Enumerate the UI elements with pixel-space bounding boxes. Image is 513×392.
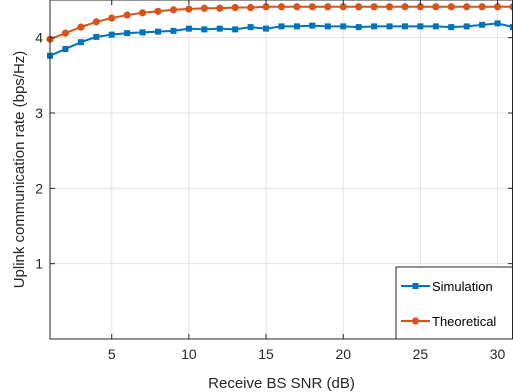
legend: Simulation Theoretical <box>395 266 513 340</box>
data-point-simulation <box>263 25 270 32</box>
data-point-theoretical <box>277 3 286 11</box>
x-tick-label: 30 <box>490 346 506 362</box>
data-point-simulation <box>139 29 146 36</box>
data-point-theoretical <box>139 9 147 17</box>
data-point-theoretical <box>355 3 363 11</box>
data-point-theoretical <box>370 3 378 11</box>
data-point-simulation <box>309 22 316 29</box>
data-point-simulation <box>216 25 223 32</box>
legend-entry-theoretical: Theoretical <box>401 314 496 329</box>
data-point-theoretical <box>123 11 131 19</box>
data-point-theoretical <box>401 3 409 11</box>
data-point-theoretical <box>493 3 502 11</box>
data-point-simulation <box>510 24 513 31</box>
data-point-simulation <box>432 23 439 30</box>
data-point-theoretical <box>216 4 224 12</box>
y-tick-label: 1 <box>35 256 43 272</box>
legend-label: Simulation <box>432 279 493 294</box>
data-point-simulation <box>494 20 501 27</box>
data-point-simulation <box>417 23 424 30</box>
data-point-simulation <box>62 45 69 52</box>
data-point-simulation <box>108 31 115 38</box>
data-point-theoretical <box>61 29 70 37</box>
x-tick-label: 20 <box>335 346 351 362</box>
y-tick-label: 4 <box>35 30 43 46</box>
data-point-simulation <box>155 28 162 35</box>
y-axis-title: Uplink communication rate (bps/Hz) <box>11 51 28 289</box>
data-point-simulation <box>247 24 254 31</box>
data-point-theoretical <box>262 3 270 11</box>
data-point-simulation <box>185 25 192 32</box>
data-point-theoretical <box>77 23 85 31</box>
data-point-theoretical <box>231 3 239 12</box>
x-tick-label: 15 <box>258 346 274 362</box>
data-point-theoretical <box>463 3 471 11</box>
data-point-theoretical <box>185 5 193 13</box>
data-point-simulation <box>448 24 455 31</box>
data-point-theoretical <box>339 3 347 11</box>
data-point-theoretical <box>478 3 486 11</box>
data-point-theoretical <box>308 3 316 11</box>
data-point-simulation <box>293 23 300 30</box>
data-point-theoretical <box>432 3 440 11</box>
x-axis-title: Receive BS SNR (dB) <box>208 375 355 392</box>
data-point-theoretical <box>324 3 332 11</box>
x-tick-label: 25 <box>413 346 429 362</box>
data-point-theoretical <box>169 6 178 14</box>
legend-label: Theoretical <box>432 314 496 329</box>
data-point-theoretical <box>447 3 455 11</box>
data-point-simulation <box>371 23 378 30</box>
data-point-simulation <box>201 26 208 33</box>
data-point-simulation <box>355 24 362 31</box>
legend-entries: Simulation Theoretical <box>401 279 496 329</box>
data-point-simulation <box>124 30 131 37</box>
data-point-simulation <box>463 23 470 30</box>
series-simulation <box>47 20 513 59</box>
grid-lines <box>50 0 513 339</box>
data-point-simulation <box>324 23 331 30</box>
data-point-simulation <box>479 21 486 28</box>
data-point-simulation <box>386 23 393 30</box>
legend-entry-simulation: Simulation <box>401 279 493 294</box>
axis-ticks: 5 10 15 20 25 30 1 2 3 4 <box>35 0 513 362</box>
legend-box <box>395 266 513 340</box>
series-theoretical <box>46 3 513 43</box>
x-tick-label: 10 <box>181 346 197 362</box>
data-point-theoretical <box>108 14 116 22</box>
data-point-simulation <box>340 23 347 30</box>
legend-marker-square <box>412 283 419 289</box>
y-tick-label: 3 <box>35 105 43 121</box>
y-tick-label: 2 <box>35 180 43 196</box>
data-point-theoretical <box>200 4 208 12</box>
data-point-simulation <box>77 39 84 46</box>
data-point-theoretical <box>154 7 162 15</box>
data-point-simulation <box>232 26 239 33</box>
legend-marker-circle <box>411 317 420 325</box>
data-point-simulation <box>170 27 177 34</box>
data-point-theoretical <box>385 3 394 11</box>
x-tick-label: 5 <box>108 346 116 362</box>
data-point-theoretical <box>92 18 100 26</box>
data-point-simulation <box>401 23 408 30</box>
series-lines <box>46 3 513 59</box>
data-point-theoretical <box>247 3 255 12</box>
data-point-theoretical <box>293 3 301 11</box>
data-point-simulation <box>278 23 285 30</box>
data-point-theoretical <box>416 3 424 11</box>
data-point-simulation <box>93 33 100 40</box>
